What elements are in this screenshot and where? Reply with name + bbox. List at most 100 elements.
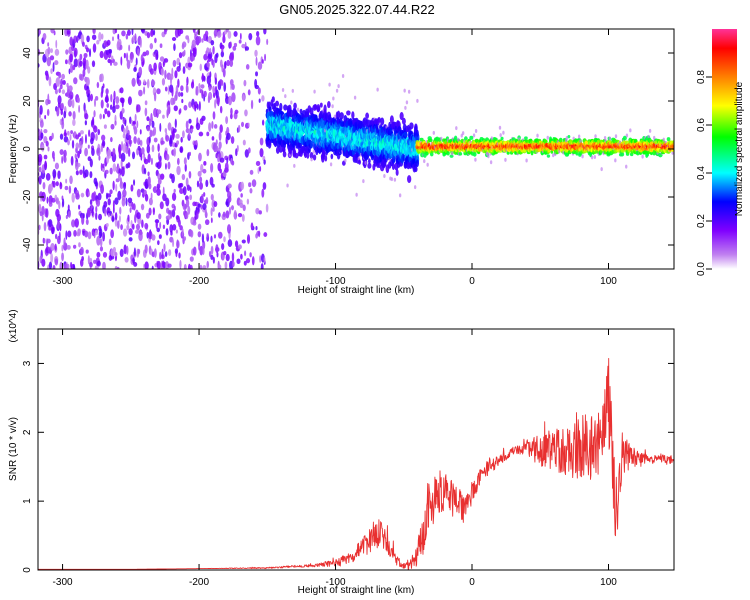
heatmap-cell: [258, 98, 261, 103]
heatmap-cell: [122, 133, 126, 139]
heatmap-cell: [262, 182, 267, 190]
heatmap-cell: [67, 130, 70, 136]
heatmap-cell: [120, 152, 126, 163]
heatmap-cell: [110, 229, 115, 239]
heatmap-cell: [85, 47, 90, 53]
heatmap-cell: [546, 154, 551, 158]
heatmap-cell: [244, 149, 249, 158]
heatmap-cell: [148, 230, 153, 240]
heatmap-cell: [91, 208, 94, 216]
heatmap-cell: [243, 260, 247, 266]
heatmap-cell: [543, 139, 548, 144]
heatmap-cell: [89, 158, 93, 168]
heatmap-cell: [64, 185, 69, 191]
heatmap-cell: [107, 212, 111, 218]
heatmap-cell: [231, 252, 235, 263]
heatmap-cell: [198, 83, 201, 89]
heatmap-cell: [283, 104, 288, 111]
heatmap-cell: [175, 229, 178, 234]
heatmap-cell: [200, 84, 205, 89]
heatmap-cell: [72, 118, 76, 127]
heatmap-cell: [183, 157, 187, 165]
heatmap-cell: [192, 220, 197, 226]
heatmap-cell: [73, 35, 78, 44]
heatmap-cell: [106, 102, 109, 108]
heatmap-cell: [67, 204, 70, 211]
heatmap-cell: [209, 176, 214, 186]
heatmap-cell: [176, 140, 180, 145]
heatmap-cell: [176, 239, 179, 249]
heatmap-cell: [144, 261, 149, 269]
heatmap-cell: [133, 179, 136, 186]
heatmap-x-tick-label: -200: [189, 276, 209, 287]
heatmap-cell: [225, 29, 229, 33]
heatmap-cell: [257, 167, 260, 174]
heatmap-cell: [240, 193, 243, 198]
heatmap-cell: [109, 189, 113, 195]
heatmap-cell: [335, 88, 339, 93]
heatmap-cell: [190, 128, 194, 133]
heatmap-cell: [197, 231, 202, 238]
heatmap-cell: [46, 238, 51, 244]
heatmap-cell: [440, 136, 443, 141]
heatmap-cell: [173, 188, 176, 193]
heatmap-cell: [231, 92, 236, 103]
heatmap-cell: [210, 193, 214, 201]
heatmap-cell: [177, 91, 181, 97]
heatmap-cell: [245, 64, 250, 70]
heatmap-cell: [291, 88, 295, 93]
heatmap-cell: [261, 119, 265, 126]
heatmap-cell: [79, 147, 82, 155]
heatmap-cell: [161, 78, 166, 86]
heatmap-cell: [367, 162, 372, 169]
heatmap-cell: [206, 131, 210, 137]
heatmap-cell: [407, 175, 412, 183]
heatmap-cell: [227, 30, 232, 39]
heatmap-cell: [149, 43, 154, 50]
heatmap-cell: [107, 149, 112, 159]
heatmap-cell: [218, 212, 221, 218]
heatmap-cell: [237, 244, 242, 250]
heatmap-cell: [255, 71, 258, 77]
snr-frame: [37, 328, 675, 571]
heatmap-cell: [405, 100, 409, 105]
heatmap-cell: [239, 32, 242, 40]
heatmap-cell: [182, 66, 186, 74]
heatmap-cell: [255, 35, 261, 46]
heatmap-cell: [165, 153, 170, 161]
heatmap-cell: [241, 239, 246, 244]
heatmap-cell: [146, 116, 150, 122]
heatmap-cell: [144, 193, 149, 202]
heatmap-cell: [87, 231, 92, 240]
heatmap-cell: [78, 132, 81, 137]
heatmap-cell: [376, 87, 379, 92]
heatmap-cell: [415, 129, 419, 137]
heatmap-cell: [228, 206, 232, 215]
heatmap-cell: [112, 246, 116, 254]
heatmap-cell: [102, 83, 105, 89]
heatmap-cell: [201, 193, 204, 204]
colorbar-tick-label: 0.2: [696, 214, 707, 228]
snr-plot-background: [38, 329, 674, 570]
heatmap-y-tick-label: -40: [22, 237, 33, 252]
heatmap-cell: [232, 45, 237, 51]
heatmap-cell: [175, 251, 178, 258]
heatmap-cell: [666, 137, 671, 142]
heatmap-cell: [91, 60, 96, 68]
heatmap-cell: [206, 35, 209, 42]
heatmap-cell: [67, 98, 73, 108]
heatmap-cell: [226, 157, 229, 164]
heatmap-cell: [137, 79, 142, 87]
heatmap-cell: [169, 137, 173, 147]
heatmap-cell: [43, 154, 48, 160]
heatmap-cell: [381, 132, 385, 139]
heatmap-cell: [128, 44, 131, 52]
heatmap-cell: [249, 169, 254, 175]
heatmap-cell: [211, 136, 215, 141]
heatmap-cell: [151, 144, 155, 153]
heatmap-cell: [117, 190, 122, 201]
heatmap-cell: [59, 182, 63, 190]
heatmap-cell: [229, 41, 232, 48]
colorbar-tick-label: 0.6: [696, 118, 707, 132]
